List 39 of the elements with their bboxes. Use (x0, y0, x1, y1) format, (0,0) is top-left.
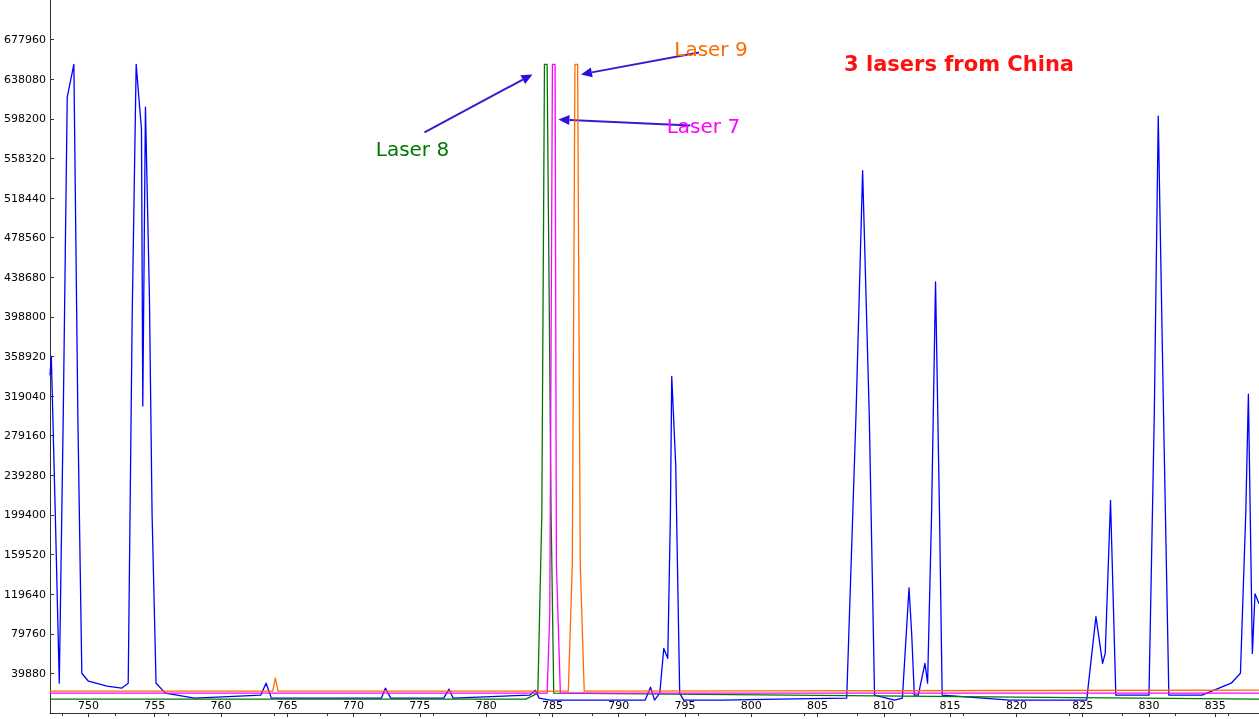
y-tick-label: 638080 (4, 72, 46, 86)
y-tick-label: 438680 (4, 270, 46, 284)
y-tick-label: 319040 (4, 389, 46, 403)
y-tick-label: 518440 (4, 191, 46, 205)
x-tick-label: 805 (807, 699, 829, 712)
x-tick-label: 770 (343, 699, 365, 712)
text: Laser 8 (375, 137, 450, 162)
y-tick-label: 398800 (4, 310, 46, 324)
x-tick-label: 750 (77, 699, 99, 712)
x-tick-label: 835 (1204, 699, 1226, 712)
y-tick-label: 558320 (4, 151, 46, 165)
y-tick-label: 79760 (11, 627, 46, 641)
x-tick-label: 775 (409, 699, 431, 712)
x-tick-label: 785 (541, 699, 563, 712)
y-tick-label: 199400 (4, 508, 46, 522)
x-tick-label: 820 (1005, 699, 1027, 712)
text: 3 lasers from China (844, 51, 1074, 76)
x-tick-label: 790 (608, 699, 630, 712)
text: Laser 7 (666, 114, 741, 139)
x-tick-label: 765 (276, 699, 298, 712)
y-tick-label: 159520 (4, 548, 46, 562)
x-tick-label: 755 (144, 699, 166, 712)
y-tick-label: 677960 (4, 33, 46, 47)
y-tick-label: 478560 (4, 231, 46, 245)
y-tick-label: 358920 (4, 350, 46, 363)
text: Laser 9 (674, 37, 748, 62)
x-tick-label: 830 (1138, 699, 1160, 712)
x-tick-label: 795 (674, 699, 696, 712)
y-tick-label: 119640 (4, 587, 46, 601)
x-tick-label: 810 (873, 699, 895, 712)
x-tick-label: 760 (210, 699, 232, 712)
y-tick-label: 239280 (4, 468, 46, 482)
y-tick-label: 39880 (11, 666, 46, 680)
x-tick-label: 800 (740, 699, 762, 712)
x-tick-label: 780 (475, 699, 497, 712)
x-tick-label: 825 (1072, 699, 1094, 712)
y-tick-label: 598200 (4, 112, 46, 126)
y-tick-label: 279160 (4, 429, 46, 443)
x-tick-label: 815 (939, 699, 961, 712)
